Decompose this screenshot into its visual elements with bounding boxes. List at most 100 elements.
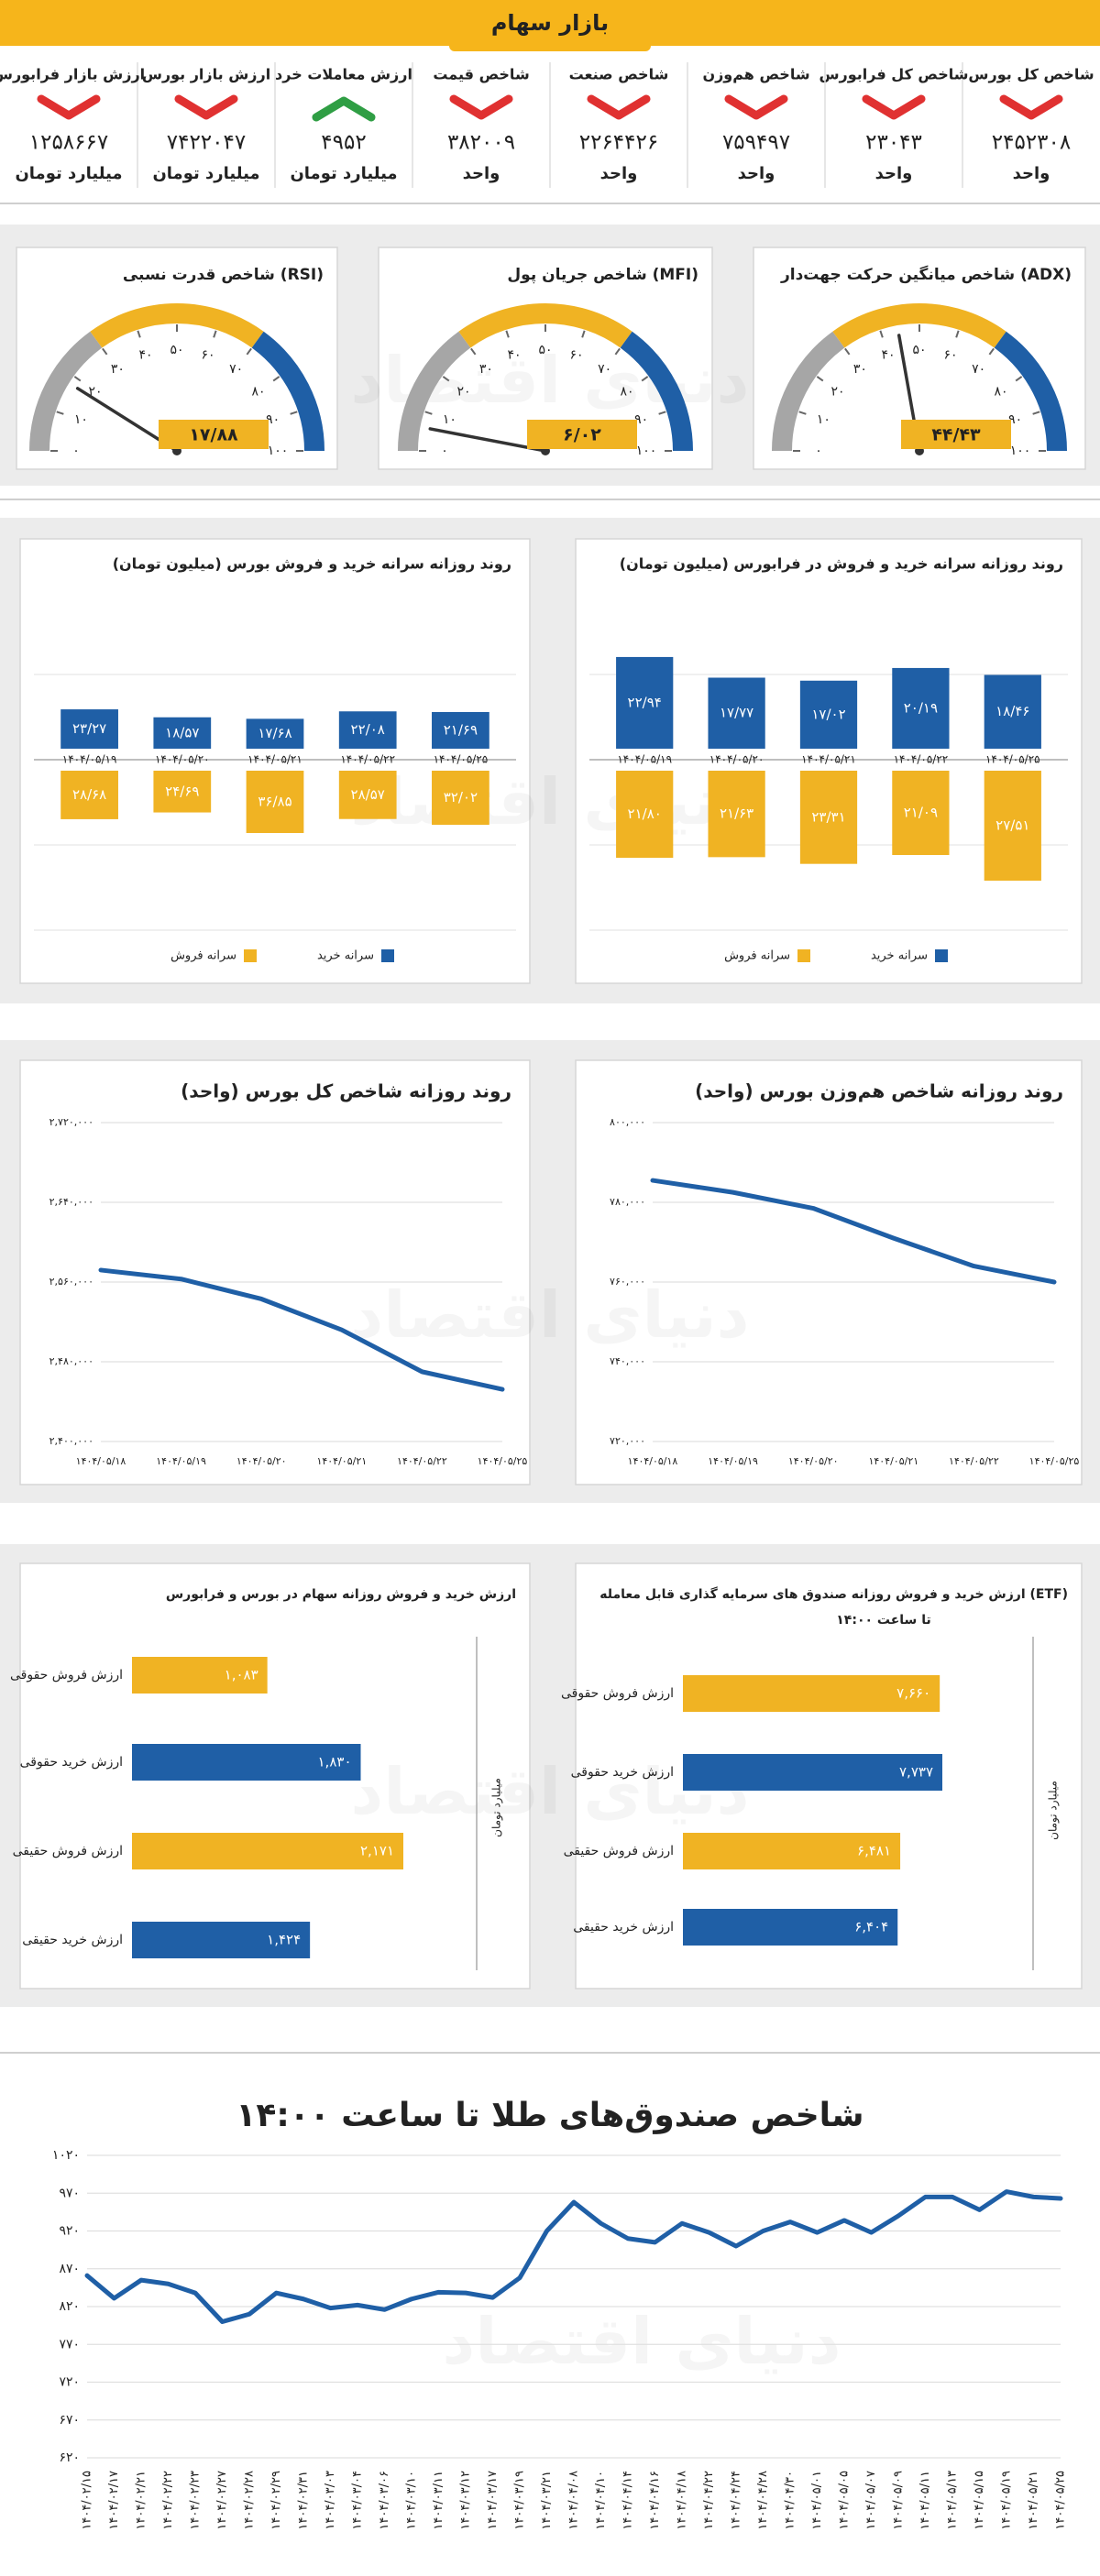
- x-tick-label: ۱۴۰۴/۰۵/۲۱: [248, 753, 302, 766]
- bar: [153, 771, 212, 813]
- x-tick-label: ۱۴۰۴/۰۳/۲۱: [540, 2471, 554, 2530]
- bar-label: ۲۲/۰۸: [351, 721, 385, 738]
- bar-label: ۱۸/۵۷: [165, 724, 199, 740]
- gauge-tick-label: ۴۰: [507, 347, 521, 362]
- x-tick-label: ۱۴۰۴/۰۲/۲۳: [189, 2471, 203, 2530]
- x-tick-label: ۱۴۰۴/۰۴/۱۰: [594, 2471, 608, 2530]
- x-tick-label: ۱۴۰۴/۰۵/۲۱: [316, 1455, 367, 1467]
- gauge-tick: [102, 347, 108, 356]
- card: [19, 1059, 531, 1485]
- watermark: دنیای اقتصاد: [350, 764, 749, 839]
- card: [575, 538, 1083, 984]
- gauge-value: ۱۷/۸۸: [189, 425, 238, 445]
- indicator-label: شاخص هم‌وزن: [702, 66, 809, 83]
- bar: [153, 717, 212, 749]
- bar-label: ۲۲/۹۴: [628, 694, 662, 710]
- bar: [132, 1922, 311, 1958]
- indicator-unit: میلیارد تومان: [290, 164, 397, 183]
- bar-label: ۶,۴۰۴: [854, 1919, 888, 1935]
- bar-label: ۱۸/۴۶: [996, 703, 1029, 719]
- x-tick-label: ۱۴۰۴/۰۵/۲۵: [478, 1455, 528, 1467]
- gauge-tick-label: ۹۰: [266, 412, 280, 427]
- bar-label: ۷,۶۶۰: [896, 1685, 930, 1702]
- x-tick-label: ۱۴۰۴/۰۳/۱۱: [432, 2471, 446, 2530]
- bar: [338, 771, 397, 819]
- gauge-tick: [581, 330, 586, 338]
- indicator-value: ۲۲۶۴۴۲۶: [579, 131, 658, 155]
- x-tick-label: ۱۴۰۴/۰۴/۲۴: [730, 2471, 743, 2530]
- gauge-tick: [658, 411, 666, 415]
- x-tick-label: ۱۴۰۴/۰۵/۲۲: [397, 1455, 447, 1467]
- y-tick-label: ۲,۶۴۰,۰۰۰: [50, 1196, 94, 1208]
- gauge-tick: [56, 411, 64, 415]
- y-tick-label: ۶۷۰: [59, 2413, 80, 2428]
- gauge-tick-label: ۷۰: [598, 362, 611, 377]
- indicator-unit: میلیارد تومان: [15, 164, 122, 183]
- gauge-tick: [73, 376, 82, 382]
- gauge-value: ۶/۰۲: [563, 425, 601, 445]
- y-tick-label: ۸۰۰,۰۰۰: [610, 1116, 645, 1128]
- bar-label: ۲۴/۶۹: [165, 783, 199, 799]
- gauge-band: [90, 303, 264, 348]
- y-tick-label: ۹۷۰: [59, 2186, 80, 2200]
- watermark: دنیای اقتصاد: [442, 2304, 841, 2379]
- gauge-tick: [844, 347, 851, 356]
- legend-swatch: [244, 949, 257, 962]
- x-tick-label: ۱۴۰۴/۰۲/۲۲: [161, 2471, 175, 2530]
- x-tick-label: ۱۴۰۴/۰۴/۱۶: [648, 2471, 662, 2530]
- bar: [616, 656, 674, 749]
- bar: [60, 771, 118, 819]
- gauge-tick-label: ۴۰: [881, 347, 895, 362]
- line: [84, 2189, 1063, 2324]
- gauge-band: [832, 303, 1006, 348]
- gauge-tick: [246, 347, 252, 356]
- x-tick-label: ۱۴۰۴/۰۴/۳۰: [784, 2471, 798, 2530]
- gauge-tick: [137, 330, 141, 338]
- bar: [246, 771, 304, 833]
- gauge-tick: [470, 347, 477, 356]
- legend-label: سرانه فروش: [724, 949, 790, 963]
- bar: [616, 771, 674, 859]
- y-tick-label: ۷۲۰: [59, 2375, 80, 2390]
- header-tab: [449, 0, 651, 51]
- indicator-value: ۱۲۵۸۶۶۷: [29, 131, 108, 155]
- gauge-tick-label: ۱۰: [74, 412, 88, 427]
- bar-label: ۲۷/۵۱: [996, 817, 1029, 834]
- gauge-tick: [1015, 376, 1023, 382]
- gauge-band: [620, 331, 693, 452]
- x-tick-label: ۱۴۰۴/۰۲/۳۱: [297, 2471, 311, 2530]
- x-tick-label: ۱۴۰۴/۰۴/۰۸: [567, 2471, 581, 2530]
- chart-subtitle: تا ساعت ۱۴:۰۰: [836, 1613, 930, 1628]
- legend-swatch: [798, 949, 810, 962]
- watermark: دنیای اقتصاد: [350, 1277, 749, 1353]
- trend-arrow: [312, 96, 376, 122]
- x-tick-label: ۱۴۰۴/۰۵/۱۸: [76, 1455, 126, 1467]
- bar-label: ۱,۰۸۳: [225, 1667, 258, 1683]
- x-tick-label: ۱۴۰۴/۰۲/۲۸: [243, 2471, 257, 2530]
- gauge-tick-label: ۲۰: [456, 384, 470, 399]
- y-tick-label: ۲,۷۲۰,۰۰۰: [50, 1116, 94, 1128]
- indicator-value: ۲۳۰۴۳: [865, 131, 922, 155]
- axis-label: میلیارد تومان: [490, 1778, 504, 1837]
- indicator-value: ۳۸۲۰۰۹: [447, 131, 515, 155]
- x-tick-label: ۱۴۰۴/۰۳/۰۳: [324, 2471, 337, 2530]
- x-tick-label: ۱۴۰۴/۰۵/۲۰: [710, 753, 764, 766]
- gauge-tick: [816, 376, 824, 382]
- gauge-tick-label: ۶۰: [201, 347, 214, 362]
- indicator-value: ۷۴۲۲۰۴۷: [167, 131, 246, 155]
- indicator-unit: واحد: [875, 164, 913, 183]
- category-label: ارزش فروش حقوقی: [561, 1686, 674, 1701]
- x-tick-label: ۱۴۰۴/۰۵/۲۵: [985, 753, 1040, 766]
- indicator-label: ارزش بازار فرابورس: [0, 66, 145, 83]
- bar-label: ۲۸/۶۸: [72, 786, 106, 803]
- gauge-band: [772, 331, 845, 452]
- x-tick-label: ۱۴۰۴/۰۵/۰۹: [892, 2471, 906, 2530]
- x-tick-label: ۱۴۰۴/۰۵/۱۱: [918, 2471, 932, 2530]
- gauge-band: [29, 331, 103, 452]
- gauge-tick-label: ۵۰: [912, 343, 926, 357]
- indicator-unit: واحد: [738, 164, 776, 183]
- header-title: بازار سهام: [491, 10, 609, 36]
- gauge-tick-label: ۴۰: [138, 347, 152, 362]
- gauge-tick-label: ۸۰: [251, 384, 265, 399]
